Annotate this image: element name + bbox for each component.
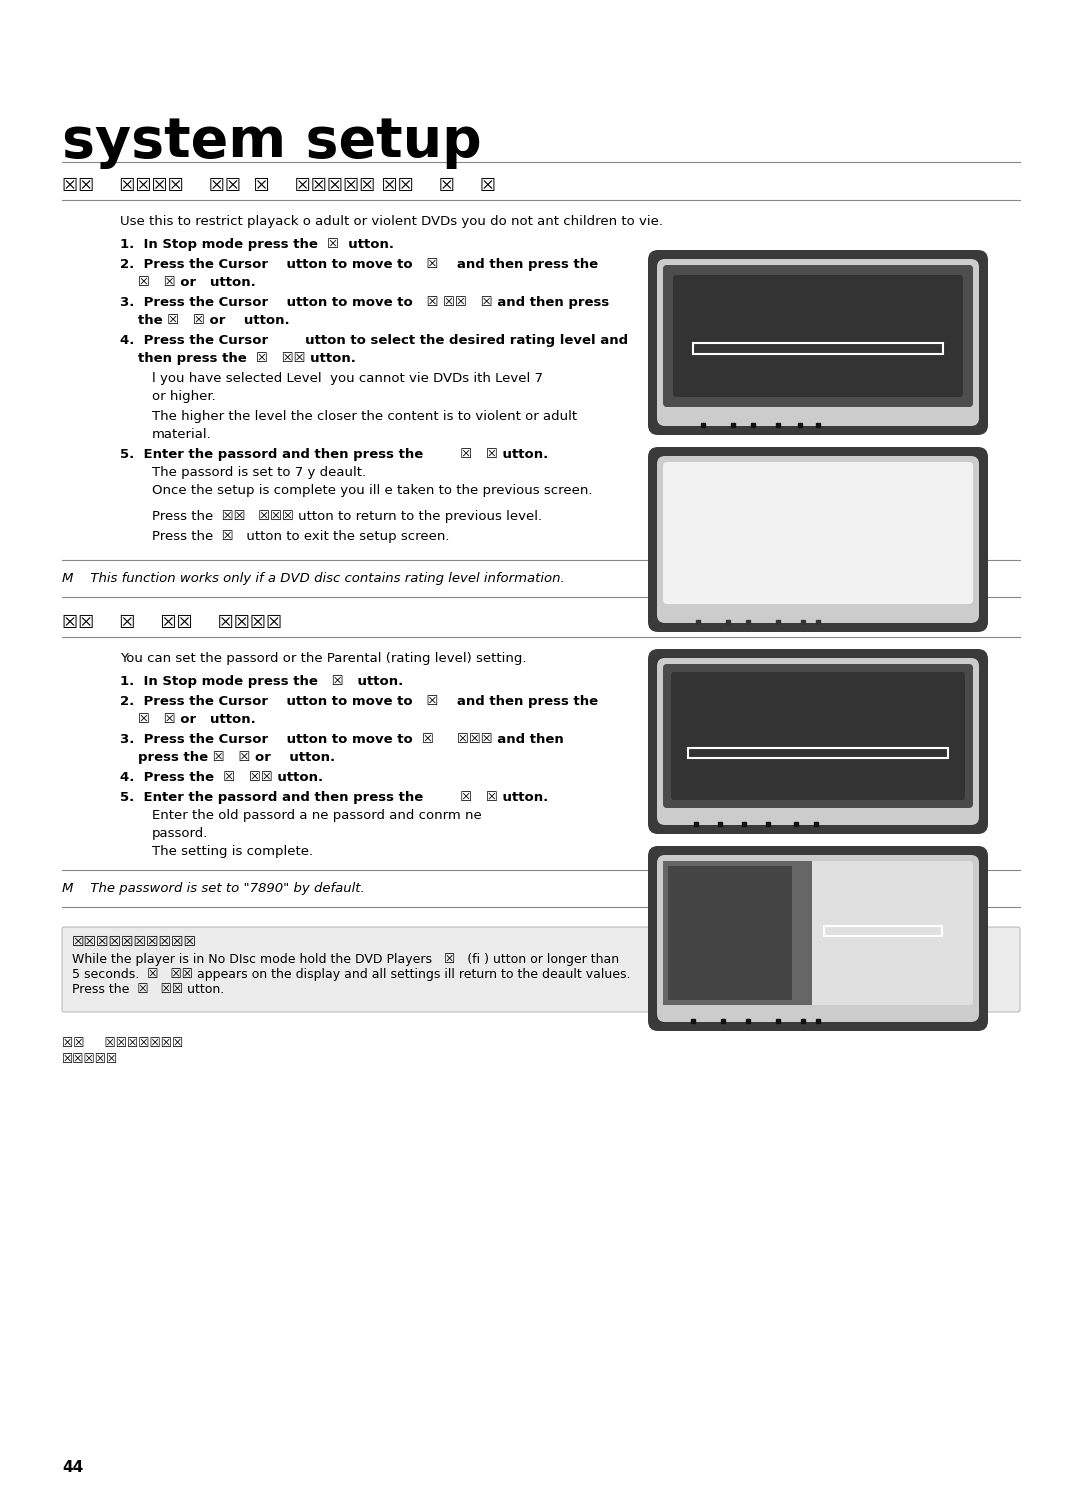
FancyBboxPatch shape bbox=[62, 927, 1020, 1012]
FancyBboxPatch shape bbox=[663, 861, 973, 1006]
Text: The higher the level the closer the content is to violent or adult: The higher the level the closer the cont… bbox=[152, 410, 577, 424]
Bar bbox=[688, 747, 948, 758]
Text: ☒☒     ☒☒☒☒☒☒☒: ☒☒ ☒☒☒☒☒☒☒ bbox=[62, 1037, 184, 1050]
Text: 3.  Press the Cursor    utton to move to   ☒ ☒☒   ☒ and then press: 3. Press the Cursor utton to move to ☒ ☒… bbox=[120, 295, 609, 309]
Text: 3.  Press the Cursor    utton to move to  ☒     ☒☒☒ and then: 3. Press the Cursor utton to move to ☒ ☒… bbox=[120, 733, 564, 746]
FancyBboxPatch shape bbox=[657, 260, 978, 427]
Text: ☒☒    ☒    ☒☒    ☒☒☒☒: ☒☒ ☒ ☒☒ ☒☒☒☒ bbox=[62, 615, 282, 633]
Text: ☒☒☒☒☒: ☒☒☒☒☒ bbox=[62, 1053, 118, 1065]
FancyBboxPatch shape bbox=[671, 671, 966, 800]
Text: ☒   ☒ or   utton.: ☒ ☒ or utton. bbox=[138, 713, 256, 727]
Text: 5.  Enter the passord and then press the        ☒   ☒ utton.: 5. Enter the passord and then press the … bbox=[120, 791, 549, 804]
Text: Once the setup is complete you ill e taken to the previous screen.: Once the setup is complete you ill e tak… bbox=[152, 483, 593, 497]
Text: Use this to restrict playack o adult or violent DVDs you do not ant children to : Use this to restrict playack o adult or … bbox=[120, 215, 663, 228]
Text: Press the  ☒   ☒☒ utton.: Press the ☒ ☒☒ utton. bbox=[72, 983, 225, 997]
Text: ☒   ☒ or   utton.: ☒ ☒ or utton. bbox=[138, 276, 256, 289]
Text: Press the  ☒☒   ☒☒☒ utton to return to the previous level.: Press the ☒☒ ☒☒☒ utton to return to the … bbox=[152, 510, 542, 524]
Text: press the ☒   ☒ or    utton.: press the ☒ ☒ or utton. bbox=[138, 750, 335, 764]
FancyBboxPatch shape bbox=[648, 251, 988, 436]
FancyBboxPatch shape bbox=[657, 658, 978, 825]
Text: or higher.: or higher. bbox=[152, 389, 216, 403]
Text: passord.: passord. bbox=[152, 827, 208, 840]
FancyBboxPatch shape bbox=[657, 855, 978, 1022]
Text: l you have selected Level  you cannot vie DVDs ith Level 7: l you have selected Level you cannot vie… bbox=[152, 372, 543, 385]
Text: 1.  In Stop mode press the  ☒  utton.: 1. In Stop mode press the ☒ utton. bbox=[120, 239, 394, 251]
Text: M    This function works only if a DVD disc contains rating level information.: M This function works only if a DVD disc… bbox=[62, 571, 565, 585]
FancyBboxPatch shape bbox=[673, 275, 963, 397]
Text: then press the  ☒   ☒☒ utton.: then press the ☒ ☒☒ utton. bbox=[138, 352, 356, 366]
FancyBboxPatch shape bbox=[648, 649, 988, 834]
FancyBboxPatch shape bbox=[663, 463, 973, 604]
Text: 2.  Press the Cursor    utton to move to   ☒    and then press the: 2. Press the Cursor utton to move to ☒ a… bbox=[120, 695, 598, 709]
FancyBboxPatch shape bbox=[657, 457, 978, 624]
Text: ☒☒    ☒☒☒☒    ☒☒  ☒    ☒☒☒☒☒ ☒☒    ☒    ☒: ☒☒ ☒☒☒☒ ☒☒ ☒ ☒☒☒☒☒ ☒☒ ☒ ☒ bbox=[62, 178, 496, 195]
Text: Press the  ☒   utton to exit the setup screen.: Press the ☒ utton to exit the setup scre… bbox=[152, 530, 449, 543]
Text: The passord is set to 7 y deault.: The passord is set to 7 y deault. bbox=[152, 466, 366, 479]
Bar bbox=[693, 343, 943, 354]
Text: 2.  Press the Cursor    utton to move to   ☒    and then press the: 2. Press the Cursor utton to move to ☒ a… bbox=[120, 258, 598, 272]
Text: the ☒   ☒ or    utton.: the ☒ ☒ or utton. bbox=[138, 313, 289, 327]
Text: 5.  Enter the passord and then press the        ☒   ☒ utton.: 5. Enter the passord and then press the … bbox=[120, 448, 549, 461]
FancyBboxPatch shape bbox=[648, 846, 988, 1031]
Text: M    The password is set to "7890" by default.: M The password is set to "7890" by defau… bbox=[62, 882, 365, 895]
Bar bbox=[663, 861, 812, 1006]
Text: 5 seconds.  ☒   ☒☒ appears on the display and all settings ill return to the dea: 5 seconds. ☒ ☒☒ appears on the display a… bbox=[72, 968, 631, 982]
Text: 1.  In Stop mode press the   ☒   utton.: 1. In Stop mode press the ☒ utton. bbox=[120, 674, 403, 688]
Text: 4.  Press the Cursor        utton to select the desired rating level and: 4. Press the Cursor utton to select the … bbox=[120, 334, 629, 348]
Text: material.: material. bbox=[152, 428, 212, 442]
Text: You can set the passord or the Parental (rating level) setting.: You can set the passord or the Parental … bbox=[120, 652, 527, 665]
Text: 4.  Press the  ☒   ☒☒ utton.: 4. Press the ☒ ☒☒ utton. bbox=[120, 771, 323, 783]
Text: 44: 44 bbox=[62, 1461, 83, 1476]
Text: While the player is in No DIsc mode hold the DVD Players   ☒   (fi ) utton or lo: While the player is in No DIsc mode hold… bbox=[72, 953, 619, 965]
Text: The setting is complete.: The setting is complete. bbox=[152, 844, 313, 858]
Text: system setup: system setup bbox=[62, 115, 482, 169]
Bar bbox=[824, 927, 942, 935]
Text: ☒☒☒☒☒☒☒☒☒☒: ☒☒☒☒☒☒☒☒☒☒ bbox=[72, 935, 197, 949]
FancyBboxPatch shape bbox=[663, 266, 973, 407]
Text: Enter the old passord a ne passord and conrm ne: Enter the old passord a ne passord and c… bbox=[152, 809, 482, 822]
Bar bbox=[669, 865, 792, 1000]
FancyBboxPatch shape bbox=[648, 448, 988, 633]
FancyBboxPatch shape bbox=[663, 664, 973, 809]
